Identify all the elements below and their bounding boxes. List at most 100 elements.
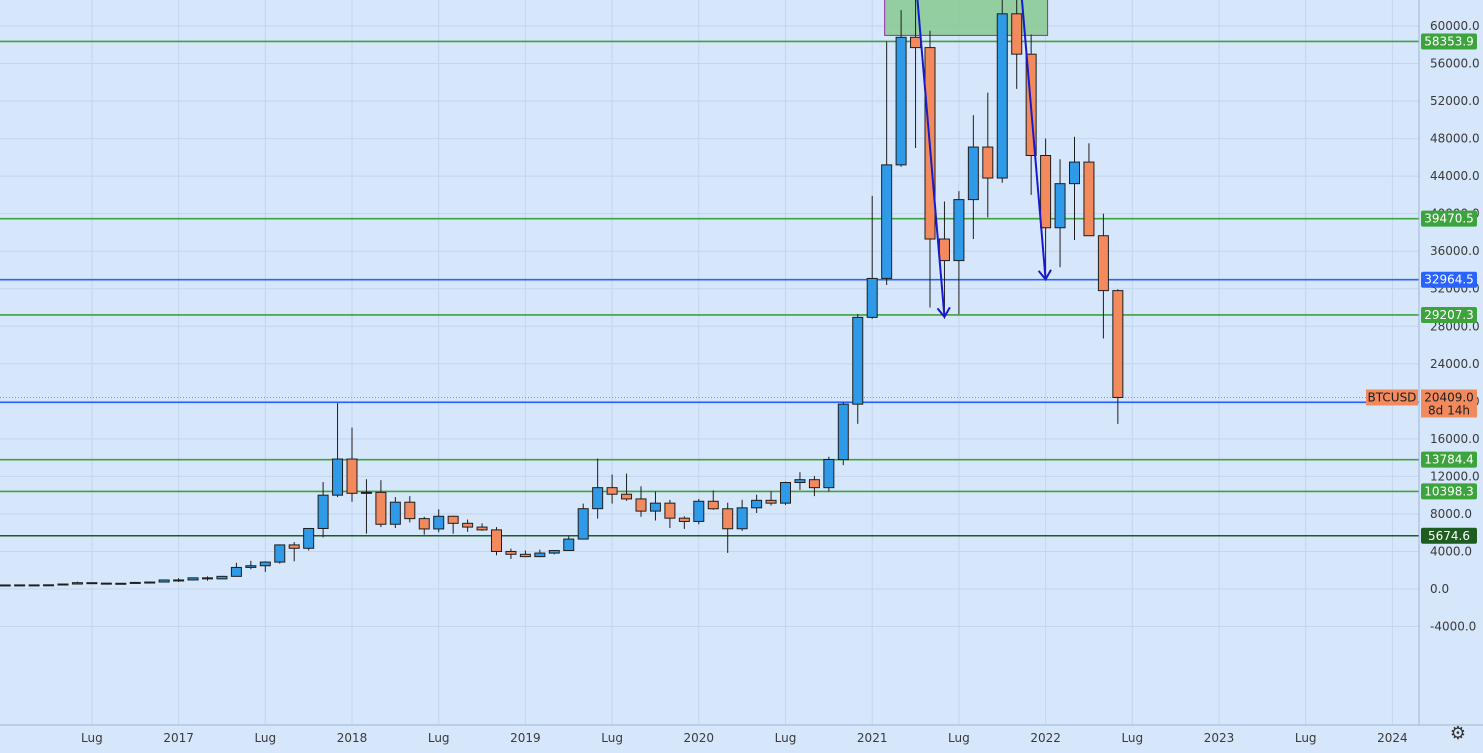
candle-up [317, 494, 329, 529]
candle-down [1097, 235, 1109, 292]
candlesticks [0, 0, 1124, 587]
candle-up [129, 581, 141, 584]
last-price-text: 20409.0 [1424, 391, 1474, 405]
candle-down [678, 517, 690, 522]
candle-up [1054, 183, 1066, 229]
candle-down [0, 584, 11, 587]
candle-down [462, 522, 474, 528]
y-tick-label: 44000.0 [1430, 169, 1480, 183]
candle-up [794, 479, 806, 484]
candle-up [259, 561, 271, 567]
time-axis[interactable]: Lug 2017 Lug 2018 Lug 2019 Lug 2020 Lug 2021 Lug 20… [81, 731, 1408, 745]
candle-down [491, 529, 502, 552]
candle-up [823, 459, 835, 489]
x-tick-label: Lug [775, 731, 797, 745]
candle-up [881, 164, 893, 279]
candle-down [765, 499, 777, 504]
symbol-badge-text: BTCUSD [1368, 391, 1417, 405]
candle-down [808, 479, 820, 489]
candle-down [1112, 290, 1124, 399]
level-badge [1421, 451, 1477, 468]
candle-up [967, 146, 979, 201]
candle-up [1069, 161, 1080, 185]
level-badge-text: 29207.3 [1424, 308, 1474, 322]
candle-down [375, 491, 387, 525]
candle-up [274, 544, 286, 563]
candle-up [216, 575, 228, 580]
candle-down [910, 36, 922, 49]
candle-up [996, 13, 1008, 179]
level-badge-text: 13784.4 [1424, 453, 1474, 467]
candle-down [505, 550, 517, 555]
candle-down [519, 553, 531, 558]
candle-up [433, 515, 445, 530]
candle-up [736, 507, 748, 530]
x-tick-label: 2024 [1377, 731, 1408, 745]
candle-down [707, 500, 719, 510]
candle-down [418, 518, 430, 530]
candle-up [751, 499, 763, 509]
y-tick-label: 24000.0 [1430, 357, 1480, 371]
level-badge [1421, 527, 1477, 544]
gear-icon[interactable]: ⚙ [1449, 723, 1467, 744]
candle-up [332, 458, 344, 496]
level-badge-text: 10398.3 [1424, 484, 1474, 498]
x-tick-label: 2022 [1030, 731, 1061, 745]
x-tick-label: Lug [601, 731, 623, 745]
candle-up [303, 527, 315, 549]
candle-down [202, 577, 213, 580]
candle-up [852, 316, 864, 405]
candle-down [447, 515, 459, 524]
y-tick-label: 8000.0 [1430, 507, 1472, 521]
y-tick-label: 48000.0 [1430, 132, 1480, 146]
candle-up [837, 403, 849, 461]
level-badge [1421, 271, 1477, 288]
countdown-text: 8d 14h [1428, 404, 1470, 418]
y-tick-label: 16000.0 [1430, 432, 1480, 446]
x-tick-label: 2018 [337, 731, 368, 745]
trend-arrow-line [916, 0, 946, 317]
y-tick-label: 0.0 [1430, 582, 1449, 596]
price-badges: 58353.939470.532964.529207.319895.713784… [1366, 33, 1477, 544]
candle-down [288, 544, 300, 549]
candle-down [635, 498, 647, 512]
candle-up [563, 538, 575, 552]
candle-up [389, 501, 401, 525]
x-tick-label: 2021 [857, 731, 888, 745]
level-badge [1421, 306, 1477, 323]
candle-up [360, 491, 372, 494]
candle-up [245, 565, 257, 568]
trend-arrows [916, 0, 1052, 319]
candle-up [43, 584, 55, 587]
candle-up [187, 577, 199, 581]
candle-down [621, 493, 633, 500]
candle-up [548, 550, 560, 554]
candle-up [71, 582, 83, 585]
level-badge [1421, 483, 1477, 500]
candle-up [895, 36, 907, 166]
level-badge-text: 32964.5 [1424, 273, 1474, 287]
candle-up [57, 583, 69, 586]
candle-up [144, 581, 156, 584]
x-tick-label: Lug [428, 731, 450, 745]
candle-down [606, 487, 618, 495]
trend-arrow-head [936, 306, 951, 319]
candle-down [664, 502, 676, 519]
x-tick-label: Lug [1295, 731, 1317, 745]
candle-down [100, 582, 112, 585]
candle-down [1011, 13, 1023, 55]
last-price-badge [1421, 389, 1477, 418]
candle-down [982, 146, 994, 179]
candle-up [693, 500, 705, 522]
candle-down [476, 526, 488, 531]
level-badge [1421, 210, 1477, 227]
y-tick-label: -4000.0 [1430, 620, 1476, 634]
y-tick-label: 52000.0 [1430, 94, 1480, 108]
symbol-badge [1366, 389, 1418, 406]
candle-down [28, 584, 40, 587]
candle-up [14, 584, 26, 587]
x-tick-label: 2017 [163, 731, 194, 745]
candle-up [534, 552, 546, 558]
